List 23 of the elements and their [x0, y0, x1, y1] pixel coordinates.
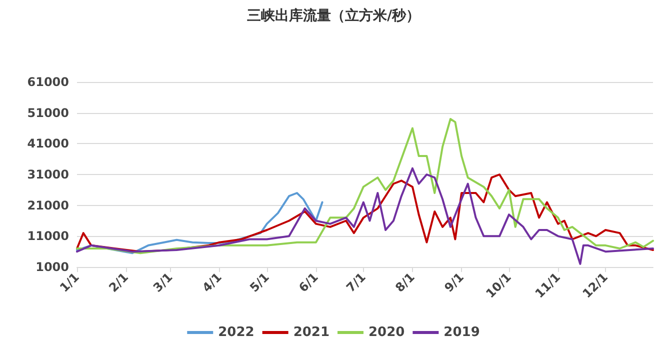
line-series	[76, 192, 324, 254]
y-tick-label: 41000	[27, 136, 69, 151]
x-tick-label: 5/1	[247, 270, 272, 295]
y-tick-label: 21000	[27, 198, 69, 212]
legend-label: 2022	[218, 325, 254, 340]
line-series	[76, 118, 654, 254]
x-tick-label: 6/1	[296, 270, 321, 295]
x-tick-label: 3/1	[150, 270, 176, 295]
legend-label: 2019	[444, 325, 480, 340]
legend-label: 2020	[368, 325, 405, 340]
line-series	[76, 167, 654, 265]
y-tick-label: 51000	[27, 106, 69, 120]
x-tick-label: 8/1	[392, 270, 418, 295]
y-tick-label: 61000	[27, 75, 69, 89]
x-tick-label: 7/1	[344, 270, 368, 295]
legend-label: 2021	[293, 325, 330, 340]
chart-title: 三峡出库流量（立方米/秒）	[246, 7, 420, 24]
line-series	[76, 174, 654, 253]
y-tick-label: 31000	[27, 168, 69, 182]
x-tick-label: 2/1	[106, 270, 132, 295]
y-tick-label: 11000	[27, 229, 69, 244]
x-tick-label: 4/1	[200, 270, 224, 295]
x-tick-label: 9/1	[442, 270, 466, 295]
